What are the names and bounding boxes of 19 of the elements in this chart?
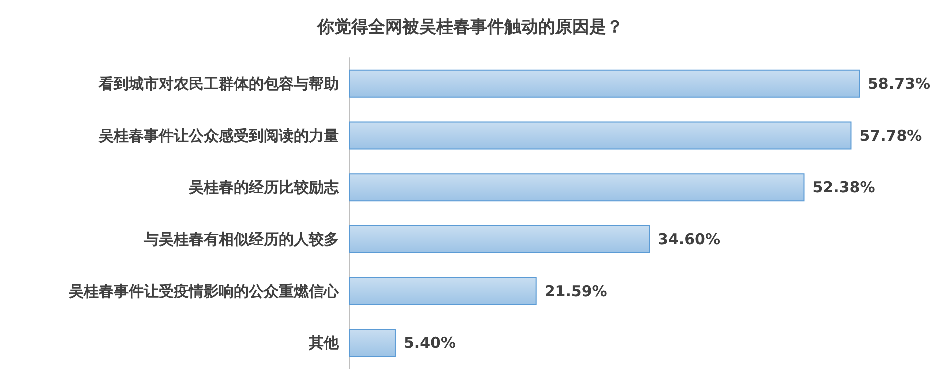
y-tick-label: 看到城市对农民工群体的包容与帮助	[98, 74, 339, 93]
data-label: 21.59%	[544, 282, 608, 300]
bar	[349, 174, 805, 202]
data-label: 58.73%	[868, 74, 930, 93]
y-tick-label: 吴桂春事件让受疫情影响的公众重燃信心	[68, 282, 340, 300]
y-tick-label: 吴桂春的经历比较励志	[188, 178, 340, 197]
bar	[349, 277, 537, 306]
data-label: 5.40%	[404, 334, 456, 352]
data-label: 52.38%	[812, 178, 876, 197]
bar	[349, 225, 650, 254]
bar	[349, 122, 852, 150]
data-label: 34.60%	[658, 230, 721, 248]
chart-title: 你觉得全网被吴桂春事件触动的原因是？	[316, 18, 624, 38]
bar	[349, 329, 396, 358]
data-label: 57.78%	[860, 126, 922, 145]
y-tick-label: 其他	[308, 334, 340, 352]
y-tick-label: 吴桂春事件让公众感受到阅读的力量	[98, 126, 339, 145]
y-tick-label: 与吴桂春有相似经历的人较多	[143, 230, 339, 248]
bar	[349, 70, 860, 98]
